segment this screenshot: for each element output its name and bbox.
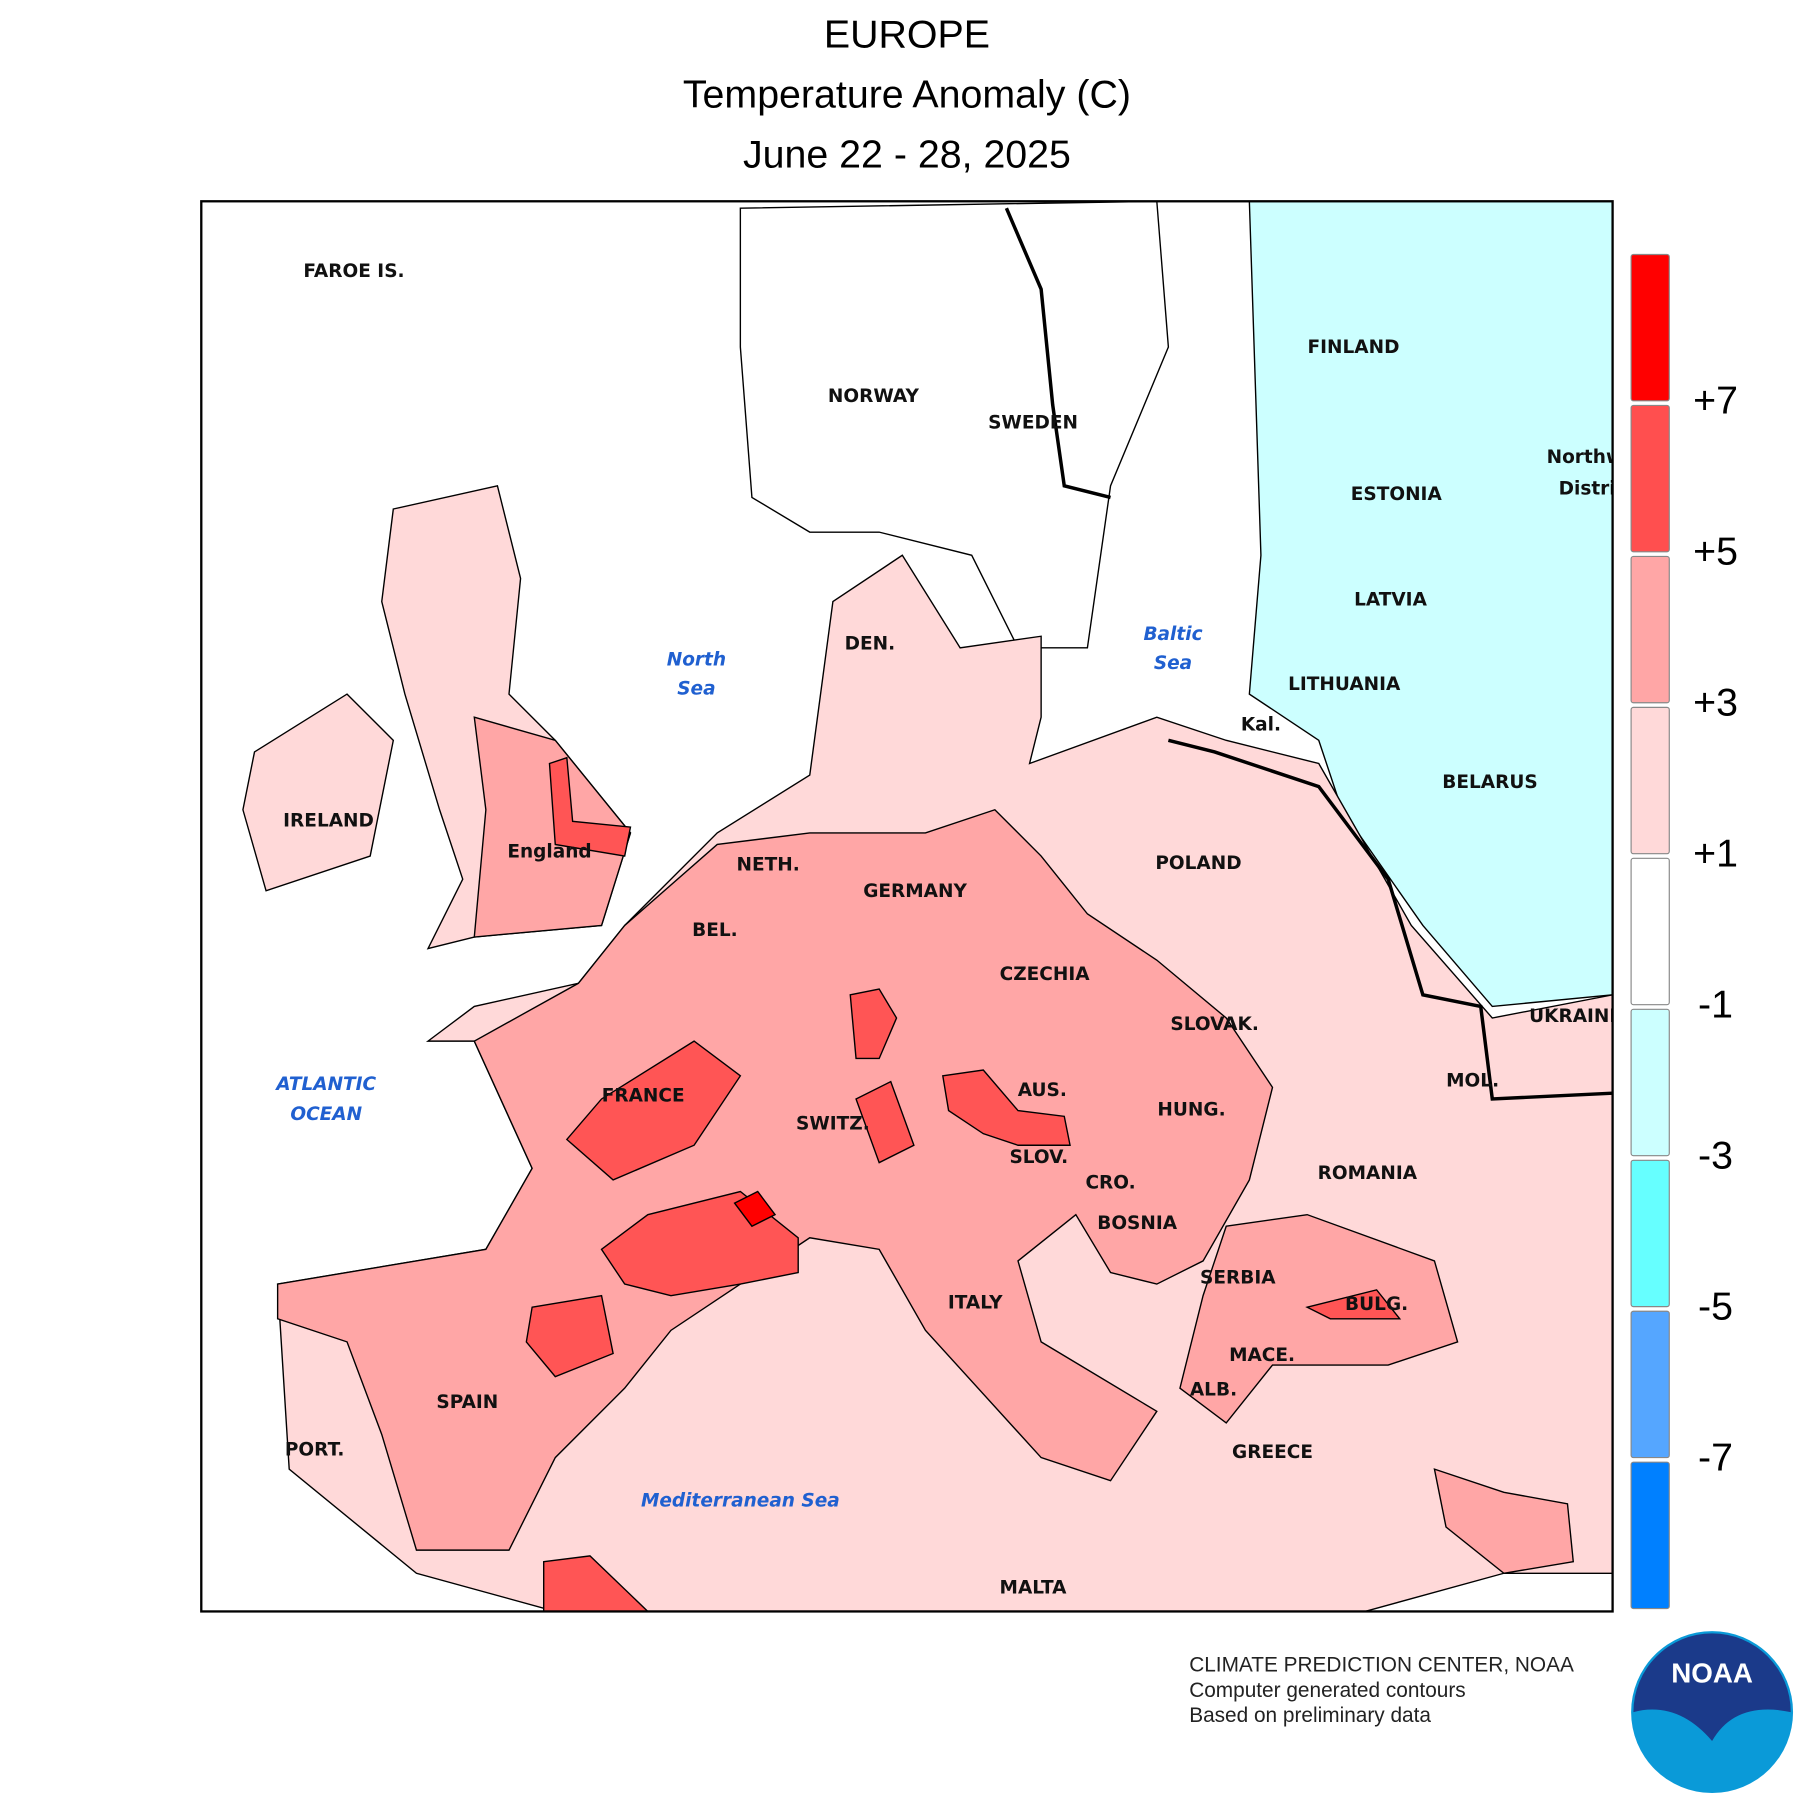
land — [1248, 201, 1613, 1008]
legend-tick-label: +5 — [1693, 530, 1738, 574]
map-label: FRANCE — [602, 1086, 685, 1107]
subtitle: Temperature Anomaly (C) — [683, 73, 1131, 117]
map-label: Mediterranean Sea — [641, 1491, 840, 1512]
anomaly-area — [1433, 1468, 1575, 1575]
anomaly-area — [849, 988, 898, 1060]
anomaly-area — [942, 1069, 1071, 1146]
map-label: BELARUS — [1442, 772, 1537, 793]
map-label: SLOVAK. — [1170, 1014, 1258, 1035]
map-frame — [200, 200, 1614, 1613]
map-label: BULG. — [1345, 1294, 1408, 1315]
title: EUROPE — [824, 12, 990, 56]
contour — [1004, 207, 1111, 500]
map-label: Sea — [677, 678, 715, 699]
logo-text: NOAA — [1671, 1657, 1753, 1688]
anomaly-area — [543, 1555, 649, 1612]
map-label: OCEAN — [290, 1104, 362, 1125]
legend-tick-label: -7 — [1698, 1435, 1733, 1479]
footer-line: Based on preliminary data — [1189, 1704, 1431, 1727]
anomaly-area — [855, 1080, 915, 1164]
anomaly-area — [525, 1294, 614, 1378]
map: FAROE IS. NORWAY SWEDEN FINLAND ESTONIA LATVI… — [201, 201, 1623, 1612]
legend-swatch — [1630, 1008, 1670, 1157]
anomaly-area — [1179, 1213, 1459, 1424]
map-label: GREECE — [1232, 1442, 1313, 1463]
legend-swatch — [1630, 857, 1670, 1006]
legend-tick-label: -1 — [1698, 982, 1733, 1026]
map-label: IRELAND — [283, 810, 374, 831]
map-label: FINLAND — [1307, 337, 1399, 358]
map-label: PORT. — [285, 1440, 345, 1461]
legend-swatch — [1630, 404, 1670, 553]
map-label: CZECHIA — [1000, 964, 1091, 985]
contour — [1167, 738, 1613, 1101]
map-label: ALB. — [1190, 1379, 1237, 1400]
map-label: Sea — [1154, 653, 1192, 674]
map-label: Kal. — [1241, 714, 1281, 735]
map-label: AUS. — [1018, 1080, 1067, 1101]
legend-tick-label: -5 — [1698, 1284, 1733, 1328]
legend-swatch — [1630, 706, 1670, 855]
map-label: BEL. — [692, 920, 738, 941]
map-label: LITHUANIA — [1288, 674, 1401, 695]
map-label: Distri — [1559, 478, 1616, 499]
map-label: UKRAINE — [1529, 1006, 1622, 1027]
map-label: DEN. — [845, 633, 896, 654]
footer-line: Computer generated contours — [1189, 1679, 1466, 1702]
map-label: FAROE IS. — [303, 261, 404, 282]
legend-swatch — [1630, 1461, 1670, 1610]
map-label: Baltic — [1143, 624, 1202, 645]
map-label: North — [667, 650, 726, 671]
anomaly-area — [473, 716, 632, 938]
footer-line: CLIMATE PREDICTION CENTER, NOAA — [1189, 1653, 1574, 1676]
anomaly-area — [565, 1040, 742, 1181]
anomaly-area — [733, 1190, 777, 1228]
legend-swatch — [1630, 1159, 1670, 1308]
map-label: ESTONIA — [1351, 484, 1443, 505]
logo-top — [1633, 1633, 1791, 1742]
map-label: BOSNIA — [1097, 1213, 1178, 1234]
land — [739, 201, 1170, 649]
map-label: SPAIN — [436, 1392, 498, 1413]
map-label: CRO. — [1085, 1172, 1135, 1193]
legend-tick-label: -3 — [1698, 1133, 1733, 1177]
map-label: GERMANY — [863, 881, 967, 902]
map-label: MACE. — [1229, 1345, 1295, 1366]
map-label: NETH. — [736, 854, 799, 875]
map-label: SERBIA — [1200, 1267, 1276, 1288]
legend-tick-label: +1 — [1693, 831, 1738, 875]
map-label: ATLANTIC — [274, 1074, 376, 1095]
map-label: POLAND — [1155, 853, 1241, 874]
map-label: SWITZ. — [796, 1113, 870, 1134]
map-label: NORWAY — [828, 386, 920, 407]
map-label: LATVIA — [1354, 589, 1427, 610]
map-label: Northw — [1547, 447, 1623, 468]
period: June 22 - 28, 2025 — [743, 133, 1071, 177]
legend-tick-label: +3 — [1693, 680, 1738, 724]
map-label: ROMANIA — [1318, 1163, 1418, 1184]
map-label: MOL. — [1446, 1071, 1499, 1092]
map-label: ITALY — [948, 1293, 1003, 1314]
legend-tick-label: +7 — [1693, 379, 1738, 423]
map-label: England — [507, 842, 591, 863]
legend-swatch — [1630, 555, 1670, 704]
anomaly-area — [548, 756, 632, 857]
anomaly-area — [276, 808, 1274, 1551]
map-label: HUNG. — [1157, 1100, 1225, 1121]
map-label: MALTA — [1000, 1577, 1068, 1598]
legend-swatch — [1630, 1310, 1670, 1459]
land — [242, 693, 395, 892]
anomaly-area — [1305, 1289, 1402, 1320]
map-label: SLOV. — [1009, 1147, 1068, 1168]
legend-swatch — [1630, 253, 1670, 402]
map-label: SWEDEN — [988, 412, 1078, 433]
